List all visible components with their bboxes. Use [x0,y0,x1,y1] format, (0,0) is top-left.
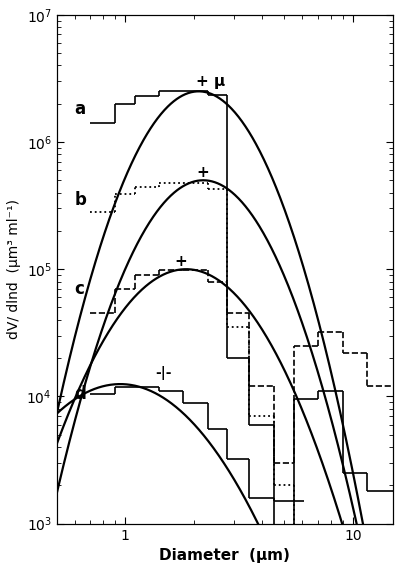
Text: +: + [196,165,209,180]
Text: +: + [175,254,188,269]
Text: -|-: -|- [155,367,172,380]
Text: d: d [75,385,87,403]
Y-axis label: dV/ dlnd  (μm³ ml⁻¹): dV/ dlnd (μm³ ml⁻¹) [7,199,21,339]
Text: a: a [75,100,86,119]
Text: b: b [75,191,87,209]
X-axis label: Diameter  (μm): Diameter (μm) [160,548,290,563]
Text: c: c [75,280,85,298]
Text: + μ: + μ [196,74,225,89]
